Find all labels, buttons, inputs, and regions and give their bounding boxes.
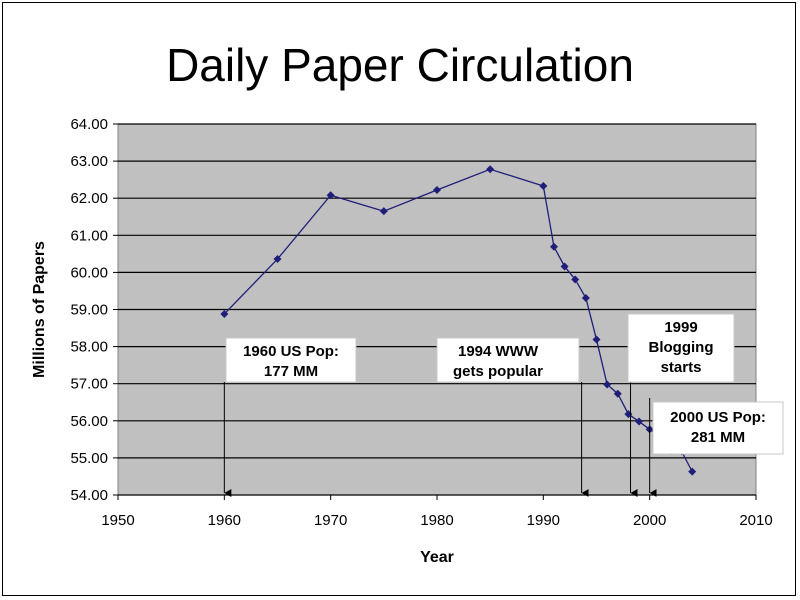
data-point: [581, 293, 590, 302]
x-axis-title: Year: [420, 549, 454, 566]
annotation-box: [225, 337, 357, 383]
y-tick-label: 59.00: [70, 302, 108, 319]
data-point: [549, 242, 558, 251]
x-tick-label: 1990: [527, 512, 560, 529]
annotation: 2000 US Pop: 281 MM: [649, 398, 784, 497]
annotation-text: 177 MM: [264, 363, 318, 380]
x-tick-label: 2010: [739, 512, 772, 529]
data-point: [613, 389, 622, 398]
data-point: [273, 255, 282, 264]
annotation-text: 1994 WWW: [458, 343, 539, 360]
data-point: [486, 165, 495, 174]
annotation-text: 281 MM: [691, 429, 745, 446]
data-point: [379, 207, 388, 216]
data-point: [560, 262, 569, 271]
data-point: [220, 309, 229, 318]
y-tick-label: 57.00: [70, 376, 108, 393]
y-axis-title: Millions of Papers: [31, 241, 48, 378]
annotation-box: [436, 337, 580, 383]
chart-title: Daily Paper Circulation: [166, 39, 634, 91]
y-tick-label: 61.00: [70, 227, 108, 244]
annotation-box: [627, 313, 735, 383]
annotation-text: Blogging: [649, 339, 714, 356]
data-point: [688, 467, 697, 476]
x-axis-ticks: 1950 1960 1970 1980 1990 2000 2010: [101, 494, 773, 529]
data-point: [571, 275, 580, 284]
data-point: [635, 417, 644, 426]
y-tick-label: 63.00: [70, 153, 108, 170]
annotation-text: 1960 US Pop:: [243, 343, 339, 360]
data-point: [592, 335, 601, 344]
annotation: 1999 Blogging starts: [627, 313, 735, 497]
y-tick-label: 56.00: [70, 413, 108, 430]
data-point: [326, 191, 335, 200]
annotation: 1960 US Pop: 177 MM: [223, 337, 357, 497]
data-point: [433, 186, 441, 195]
annotation-text: gets popular: [453, 363, 543, 380]
y-tick-label: 54.00: [70, 487, 108, 504]
annotation: 1994 WWW gets popular: [436, 337, 589, 497]
x-tick-label: 1970: [314, 512, 347, 529]
annotation-box: [652, 401, 784, 455]
y-axis-ticks: 54.00 55.00 56.00 57.00 58.00 59.00 60.00 61.00…: [70, 116, 118, 504]
y-tick-label: 55.00: [70, 450, 108, 467]
data-point: [539, 181, 548, 190]
x-tick-label: 1980: [420, 512, 453, 529]
y-tick-label: 62.00: [70, 190, 108, 207]
annotation-text: 2000 US Pop:: [670, 409, 766, 426]
annotation-text: 1999: [664, 319, 697, 336]
y-tick-label: 64.00: [70, 116, 108, 133]
annotation-text: starts: [661, 359, 702, 376]
y-tick-label: 58.00: [70, 339, 108, 356]
y-tick-label: 60.00: [70, 264, 108, 281]
x-tick-label: 1960: [208, 512, 241, 529]
data-point: [603, 380, 612, 389]
x-tick-label: 2000: [633, 512, 666, 529]
x-tick-label: 1950: [101, 512, 134, 529]
